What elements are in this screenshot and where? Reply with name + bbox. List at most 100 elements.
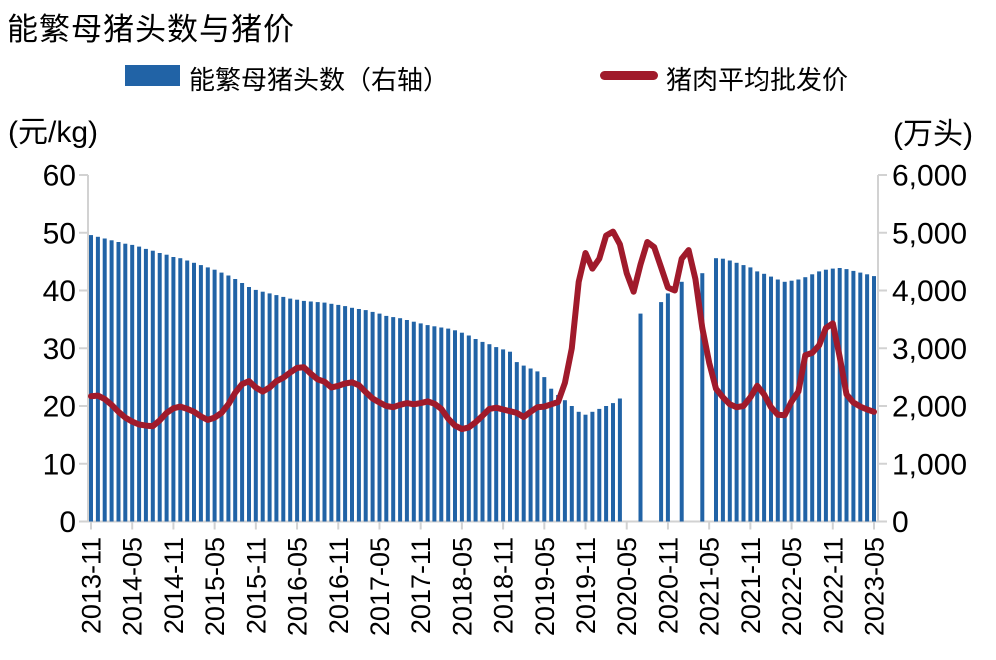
sow-count-bar	[679, 281, 684, 522]
sow-count-bar	[665, 293, 670, 522]
x-axis-tick-label: 2019-05	[530, 537, 560, 636]
sow-count-bar	[480, 341, 485, 522]
sow-count-bar	[775, 279, 780, 522]
sow-count-bar	[391, 317, 396, 522]
sow-count-bar	[137, 246, 142, 522]
sow-count-bar	[432, 326, 437, 522]
sow-count-bar	[659, 302, 664, 522]
sow-count-bar	[315, 302, 320, 522]
x-axis-tick-label: 2015-11	[241, 537, 271, 634]
legend: 能繁母猪头数（右轴） 猪肉平均批发价	[0, 58, 996, 96]
legend-label-sows: 能繁母猪头数（右轴）	[189, 66, 450, 96]
sow-count-bar	[356, 309, 361, 522]
sow-count-bar	[425, 325, 430, 522]
right-axis-tick-label: 5,000	[892, 217, 967, 250]
sow-count-bar	[109, 240, 114, 522]
x-axis-tick-label: 2015-05	[200, 537, 230, 636]
sow-count-bar	[171, 257, 176, 522]
sow-count-bar	[95, 236, 100, 522]
sow-count-bar	[301, 300, 306, 522]
sow-count-bar	[446, 328, 451, 522]
sow-count-bar	[404, 320, 409, 522]
sow-count-bar	[769, 276, 773, 522]
sow-count-bar	[810, 274, 815, 522]
sow-count-bar	[837, 268, 842, 522]
sow-count-bar	[858, 272, 863, 522]
sow-count-bar	[590, 411, 595, 522]
sow-count-bar	[521, 365, 526, 522]
sow-count-bar	[164, 254, 169, 522]
sow-count-bar	[157, 253, 162, 522]
sow-count-bar	[720, 258, 725, 522]
left-axis-tick-label: 20	[43, 391, 76, 424]
left-axis-tick-label: 40	[43, 275, 76, 308]
sow-count-bar	[535, 371, 540, 522]
sow-count-bar	[336, 304, 341, 522]
sow-count-bar	[116, 242, 121, 522]
sow-count-bar	[494, 347, 499, 522]
sow-count-bar	[638, 313, 643, 522]
sow-count-bar	[803, 277, 808, 522]
x-axis-tick-label: 2018-05	[447, 537, 477, 636]
sow-count-bar	[377, 313, 382, 522]
x-axis-tick-label: 2014-05	[118, 537, 148, 636]
sow-count-bar	[542, 377, 547, 522]
sow-count-bar	[549, 388, 554, 522]
sow-count-bar	[212, 269, 217, 522]
right-axis-tick-label: 4,000	[892, 275, 967, 308]
sow-count-bar	[198, 265, 203, 522]
x-axis-tick-label: 2016-05	[283, 537, 313, 636]
sow-count-bar	[281, 296, 286, 522]
sow-count-bar	[782, 281, 787, 522]
bar-legend-swatch-icon	[125, 65, 180, 86]
right-axis-tick-label: 6,000	[892, 160, 967, 193]
sow-count-bar	[514, 362, 519, 522]
x-axis-tick-label: 2017-11	[406, 537, 436, 634]
sow-count-bar	[253, 289, 258, 522]
sow-count-bar	[178, 258, 183, 522]
sow-count-bar	[418, 323, 423, 522]
sow-count-bar	[872, 276, 876, 522]
right-axis-tick-label: 0	[892, 506, 909, 539]
sow-count-bar	[700, 273, 705, 522]
legend-label-price: 猪肉平均批发价	[666, 66, 849, 96]
left-axis-tick-label: 60	[43, 160, 76, 193]
sow-count-bar	[556, 395, 561, 522]
sow-count-bar	[569, 406, 574, 522]
sow-count-bar	[192, 262, 196, 522]
x-axis-tick-label: 2014-11	[159, 537, 189, 634]
chart-title: 能繁母猪头数与猪价	[7, 12, 295, 48]
sow-count-bar	[205, 267, 210, 522]
sow-count-bar	[185, 260, 190, 522]
sow-count-bar	[363, 310, 368, 522]
x-axis-tick-label: 2023-05	[860, 537, 890, 636]
x-axis-tick-label: 2016-11	[324, 537, 354, 634]
sow-count-bar	[370, 311, 375, 522]
sow-count-bar	[350, 307, 354, 522]
sow-count-bar	[617, 398, 622, 522]
sow-count-bar	[288, 298, 293, 522]
sow-count-bar	[755, 271, 760, 522]
sow-count-bar	[308, 301, 313, 522]
x-axis-tick-label: 2018-11	[489, 537, 519, 634]
sow-count-bar	[583, 414, 588, 522]
sow-count-bar	[830, 268, 835, 522]
sow-count-bar	[89, 235, 93, 522]
x-axis-tick-label: 2020-05	[612, 537, 642, 636]
sow-count-bar	[501, 349, 506, 522]
sow-count-bar	[295, 299, 300, 522]
x-axis-tick-label: 2013-11	[77, 537, 107, 634]
sow-count-bar	[123, 243, 128, 522]
x-axis-tick-label: 2021-11	[736, 537, 766, 634]
sow-count-bar	[611, 403, 615, 522]
sow-count-bar	[233, 279, 238, 522]
sow-count-bar	[597, 408, 602, 522]
sow-count-bar	[528, 368, 533, 522]
sow-count-bar	[329, 303, 334, 522]
sow-count-bar	[411, 321, 416, 522]
left-axis-tick-label: 30	[43, 333, 76, 366]
sow-count-bar	[247, 287, 251, 522]
sow-count-bar	[322, 302, 327, 522]
right-axis-tick-label: 2,000	[892, 391, 967, 424]
sow-count-bar	[102, 238, 107, 522]
